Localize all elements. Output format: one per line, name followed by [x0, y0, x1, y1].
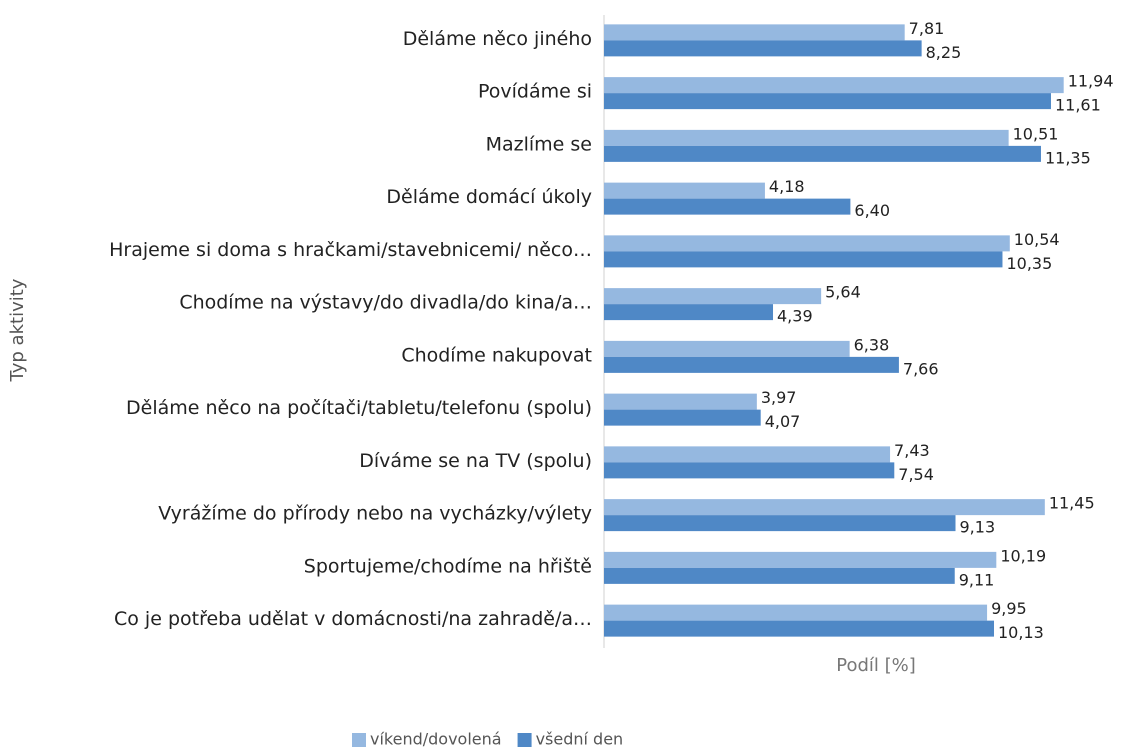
bar: [604, 499, 1045, 516]
bar: [604, 288, 822, 305]
category-label: Co je potřeba udělat v domácnosti/na zah…: [114, 608, 592, 630]
category-label: Děláme něco jiného: [403, 28, 592, 50]
bar: [604, 356, 899, 373]
bar: [604, 551, 997, 568]
value-label: 7,43: [894, 441, 930, 460]
value-label: 11,35: [1045, 148, 1091, 167]
bar: [604, 604, 988, 621]
value-label: 9,95: [991, 599, 1027, 618]
category-label: Sportujeme/chodíme na hřiště: [304, 555, 592, 577]
value-label: 10,13: [998, 623, 1044, 642]
category-label: Mazlíme se: [486, 133, 592, 155]
value-label: 10,19: [1000, 546, 1046, 565]
value-label: 4,07: [765, 412, 801, 431]
value-label: 3,97: [761, 388, 797, 407]
y-axis-label: Typ aktivity: [7, 278, 28, 382]
category-label: Hrajeme si doma s hračkami/stavebnicemi/…: [109, 239, 592, 261]
value-label: 10,35: [1006, 254, 1052, 273]
category-label: Chodíme nakupovat: [401, 344, 592, 366]
bar: [604, 620, 995, 637]
legend-label: víkend/dovolená: [370, 730, 502, 748]
value-label: 9,11: [959, 570, 995, 589]
bar: [604, 235, 1010, 252]
bar: [604, 251, 1003, 268]
value-label: 5,64: [825, 283, 861, 302]
value-label: 7,54: [898, 465, 934, 484]
value-label: 11,94: [1068, 72, 1114, 91]
value-label: 4,39: [777, 307, 813, 326]
bar: [604, 145, 1041, 162]
category-label: Děláme domácí úkoly: [386, 186, 592, 208]
category-label: Povídáme si: [478, 81, 592, 103]
bar: [604, 40, 922, 57]
bar: [604, 340, 850, 357]
value-label: 7,66: [903, 359, 939, 378]
value-label: 4,18: [769, 177, 805, 196]
value-label: 10,54: [1014, 230, 1060, 249]
value-label: 11,45: [1049, 494, 1095, 513]
bar: [604, 567, 955, 584]
value-label: 7,81: [909, 19, 945, 38]
value-label: 11,61: [1055, 96, 1101, 115]
bar: [604, 304, 774, 321]
value-label: 8,25: [926, 43, 962, 62]
bar: [604, 93, 1051, 110]
bar: [604, 24, 905, 41]
category-label: Děláme něco na počítači/tabletu/telefonu…: [126, 397, 592, 419]
bar: [604, 393, 757, 410]
category-label: Vyrážíme do přírody nebo na vycházky/výl…: [158, 503, 592, 525]
value-label: 10,51: [1013, 124, 1059, 143]
legend-label: všední den: [536, 730, 624, 748]
category-label: Chodíme na výstavy/do divadla/do kina/a…: [179, 292, 592, 314]
bar: [604, 182, 765, 199]
value-label: 6,40: [854, 201, 890, 220]
category-label: Díváme se na TV (spolu): [359, 450, 592, 472]
bar: [604, 409, 761, 426]
value-label: 6,38: [854, 335, 890, 354]
bar: [604, 515, 956, 532]
bar: [604, 198, 851, 215]
bar: [604, 446, 891, 463]
x-axis-label: Podíl [%]: [836, 655, 916, 676]
bar: [604, 77, 1064, 94]
legend-swatch: [517, 733, 532, 747]
bar: [604, 462, 895, 479]
bar: [604, 129, 1009, 146]
value-label: 9,13: [960, 518, 996, 537]
legend-swatch: [352, 733, 366, 747]
